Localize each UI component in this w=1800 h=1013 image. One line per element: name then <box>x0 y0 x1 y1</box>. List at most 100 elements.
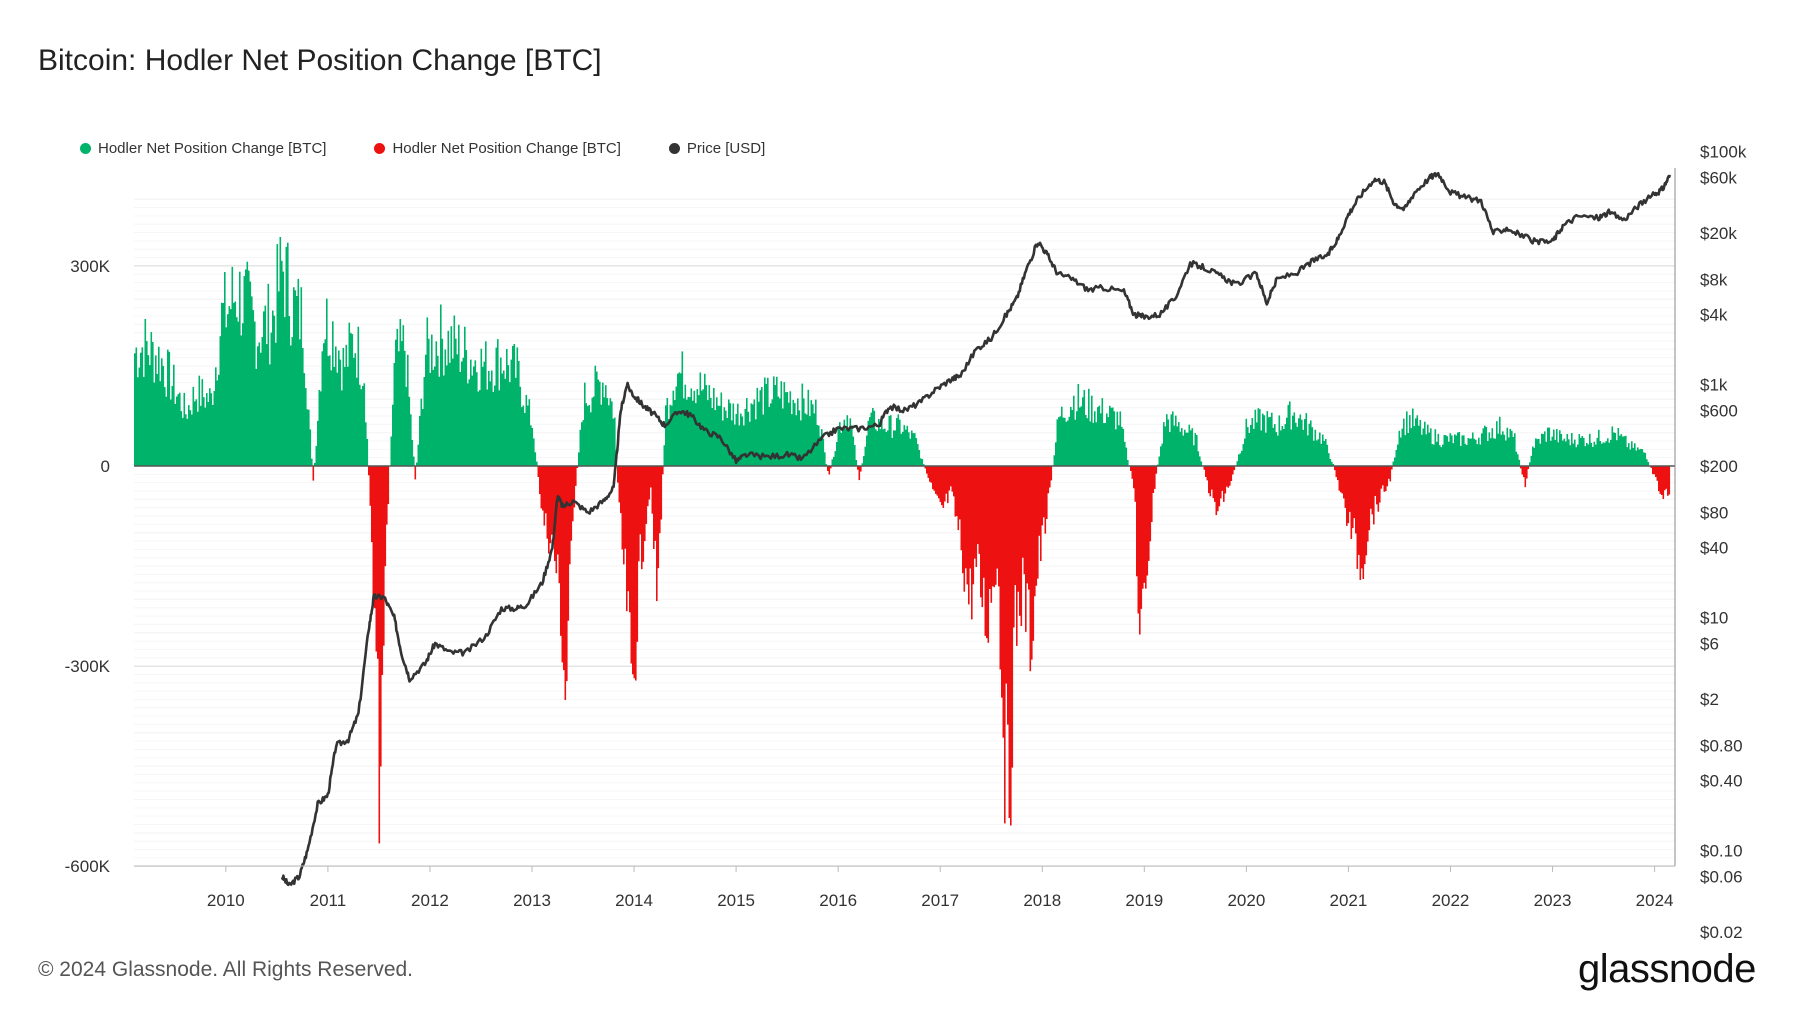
hodler-bar <box>146 341 148 466</box>
hodler-bar <box>635 466 637 681</box>
hodler-bar <box>989 466 991 589</box>
legend-item-hodler-negative[interactable]: Hodler Net Position Change [BTC] <box>374 140 621 157</box>
hodler-bar <box>1410 428 1413 466</box>
hodler-bar <box>774 385 777 466</box>
hodler-bar <box>617 466 619 483</box>
hodler-bar <box>629 466 631 613</box>
hodler-bar <box>1359 466 1362 580</box>
hodler-bar <box>1254 409 1257 466</box>
hodler-bar <box>335 346 337 466</box>
hodler-bar <box>819 436 822 466</box>
hodler-bar <box>462 357 465 466</box>
hodler-bar <box>1088 388 1090 466</box>
hodler-bar <box>380 466 382 767</box>
hodler-bar <box>746 398 748 466</box>
hodler-bar <box>1307 435 1309 466</box>
y-right-tick-label: $2 <box>1700 690 1719 709</box>
hodler-bar <box>561 466 564 663</box>
hodler-bar <box>1452 443 1455 466</box>
hodler-bar <box>1515 451 1518 466</box>
hodler-bar <box>905 429 907 466</box>
hodler-bar <box>1037 466 1039 579</box>
hodler-bar <box>420 398 423 466</box>
hodler-bar <box>1572 443 1575 466</box>
hodler-bar <box>1086 418 1089 466</box>
hodler-bar <box>596 371 598 466</box>
hodler-bar <box>1275 432 1278 466</box>
hodler-bar <box>549 466 552 544</box>
x-tick-label: 2023 <box>1534 891 1572 910</box>
legend-item-price[interactable]: Price [USD] <box>668 140 765 157</box>
hodler-bar <box>438 376 441 466</box>
hodler-bar <box>1055 442 1057 466</box>
y-left-tick-label: -600K <box>65 857 111 876</box>
hodler-bar <box>459 371 462 466</box>
legend-item-hodler-positive[interactable]: Hodler Net Position Change [BTC] <box>80 140 326 157</box>
hodler-bar <box>221 302 223 466</box>
price-line <box>280 171 1672 887</box>
hodler-bar <box>243 276 246 466</box>
hodler-bar <box>984 466 987 636</box>
hodler-bar <box>429 372 432 466</box>
y-right-tick-label: $0.02 <box>1700 923 1743 940</box>
chart-canvas[interactable]: 300K 0 -300K -600K $100k $60k $20k $8k $4k $1k $60… <box>0 0 1800 940</box>
hodler-bar <box>933 466 936 491</box>
hodler-bar <box>506 349 508 466</box>
hodler-bar <box>773 376 775 466</box>
hodler-bar <box>1436 441 1438 466</box>
hodler-bar <box>1502 431 1504 466</box>
hodler-bar <box>893 430 895 466</box>
hodler-bar <box>1389 466 1392 482</box>
hodler-bar <box>377 466 379 659</box>
hodler-bar <box>1461 435 1464 466</box>
hodler-bar <box>1412 408 1414 466</box>
hodler-bar <box>963 466 966 592</box>
hodler-bar <box>845 429 847 466</box>
hodler-bar <box>534 452 537 466</box>
hodler-bar <box>270 332 273 466</box>
hodler-bar <box>138 367 141 466</box>
hodler-bar <box>1257 408 1260 466</box>
hodler-bar <box>191 414 193 466</box>
hodler-bar <box>1043 466 1045 518</box>
hodler-bar <box>1475 439 1477 466</box>
hodler-bar <box>1239 453 1242 466</box>
hodler-bar <box>594 365 597 466</box>
hodler-bar <box>149 365 151 466</box>
hodler-bar <box>1229 466 1231 486</box>
hodler-bar <box>1590 442 1593 466</box>
hodler-bar <box>239 271 241 466</box>
hodler-bar <box>1505 440 1507 466</box>
hodler-bar <box>761 387 763 466</box>
hodler-bar <box>1599 441 1602 466</box>
hodler-bar <box>977 466 979 545</box>
hodler-bar <box>1382 466 1384 486</box>
hodler-bar <box>267 283 270 466</box>
hodler-bar <box>890 415 892 466</box>
hodler-bar <box>603 397 606 466</box>
hodler-bar <box>410 414 412 466</box>
hodler-bar <box>452 358 454 466</box>
hodler-bar <box>1331 461 1333 466</box>
hodler-bar <box>1476 444 1479 466</box>
hodler-bar <box>698 395 700 466</box>
hodler-bar <box>1368 466 1371 531</box>
hodler-bar <box>870 412 873 466</box>
hodler-bar <box>776 376 778 466</box>
hodler-bar <box>315 445 318 466</box>
hodler-bar <box>362 385 364 466</box>
hodler-bar <box>1539 443 1542 466</box>
hodler-bar <box>771 399 774 466</box>
hodler-bar <box>144 319 147 466</box>
hodler-bar <box>591 397 594 466</box>
hodler-bar <box>482 366 484 466</box>
hodler-bar <box>372 466 375 598</box>
hodler-bar <box>326 298 328 466</box>
hodler-bar <box>759 390 762 466</box>
hodler-bar <box>1271 412 1273 466</box>
hodler-bar <box>1652 466 1654 475</box>
hodler-bar <box>1026 466 1029 584</box>
hodler-bar <box>1527 466 1530 470</box>
hodler-bar <box>837 428 840 466</box>
hodler-bar <box>347 366 349 466</box>
